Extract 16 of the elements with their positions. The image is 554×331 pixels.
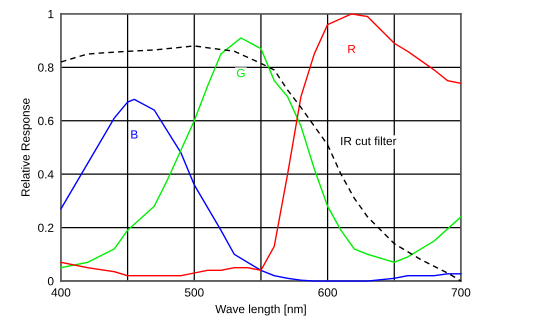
series-label: G bbox=[236, 68, 245, 78]
x-tick-label: 400 bbox=[51, 288, 70, 297]
x-tick-label: 600 bbox=[318, 288, 337, 297]
y-tick-label: 0.8 bbox=[38, 63, 54, 72]
y-tick-label: 0.4 bbox=[38, 170, 54, 179]
y-tick-label: 0.2 bbox=[38, 224, 54, 232]
x-axis-title: Wave length [nm] bbox=[215, 304, 306, 316]
x-tick-label: 700 bbox=[452, 288, 470, 297]
y-tick-label: 1 bbox=[48, 10, 54, 18]
series-label: B bbox=[131, 130, 138, 139]
x-tick-label: 500 bbox=[184, 288, 204, 297]
y-tick-label: 0.6 bbox=[38, 116, 54, 126]
series-label: IR cut filter bbox=[341, 136, 396, 146]
y-tick-label: 0 bbox=[48, 277, 54, 286]
y-axis-title: Relative Response bbox=[21, 98, 32, 196]
text: R bbox=[348, 44, 356, 54]
